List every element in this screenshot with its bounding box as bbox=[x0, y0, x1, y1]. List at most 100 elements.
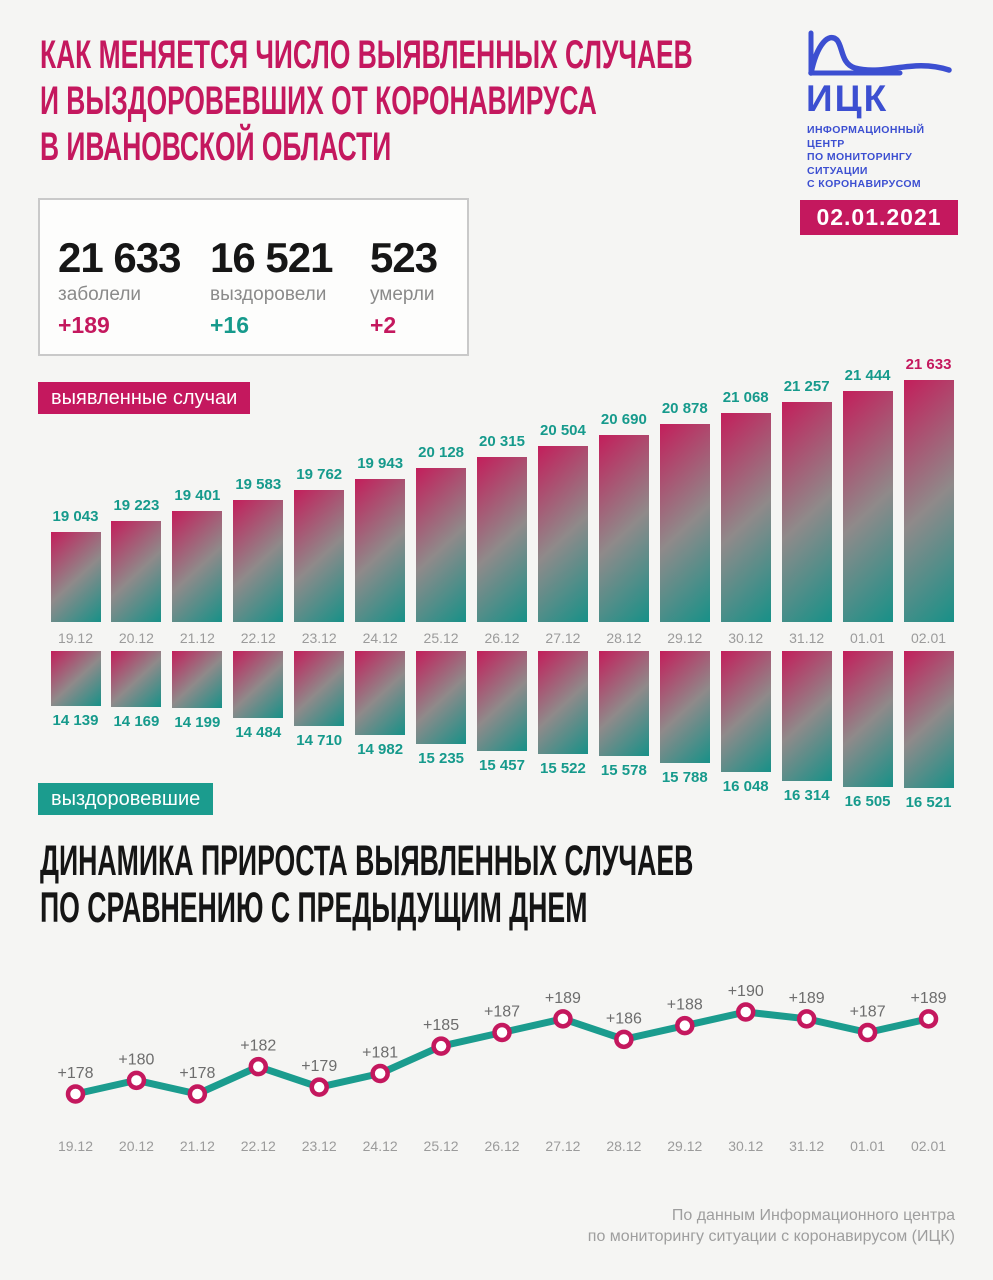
data-point-label: +180 bbox=[118, 1051, 154, 1068]
data-point-label: +187 bbox=[484, 1004, 520, 1021]
detected-bar-value-label: 19 223 bbox=[113, 497, 160, 514]
data-point-label: +189 bbox=[545, 990, 581, 1007]
page-title-line-2: И ВЫЗДОРОВЕВШИХ ОТ КОРОНАВИРУСА bbox=[40, 79, 597, 123]
footer-source: По данным Информационного центра по мони… bbox=[355, 1205, 955, 1247]
recovered-bar bbox=[720, 651, 771, 772]
recovered-bar-value-label: 14 169 bbox=[113, 713, 160, 730]
recovered-bar-value-label: 16 521 bbox=[905, 794, 952, 811]
data-point-marker bbox=[857, 1022, 878, 1043]
recovered-bar-value-label: 14 982 bbox=[357, 741, 404, 758]
detected-bar-value-label: 19 401 bbox=[174, 487, 221, 504]
detected-bar-value-label: 19 583 bbox=[235, 476, 282, 493]
recovered-bar-value-label: 14 199 bbox=[174, 714, 221, 731]
logo-org-line-3: С КОРОНАВИРУСОМ bbox=[807, 178, 922, 190]
page-title: КАК МЕНЯЕТСЯ ЧИСЛО ВЫЯВЛЕННЫХ СЛУЧАЕВ И … bbox=[40, 32, 693, 170]
data-point-marker bbox=[248, 1056, 269, 1077]
detected-bar bbox=[477, 457, 527, 622]
axis-date-label: 21.12 bbox=[179, 630, 215, 646]
recovered-bar-value-label: 14 710 bbox=[296, 732, 343, 749]
axis-date-label: 21.12 bbox=[180, 1138, 215, 1154]
logo-org-line-2: ПО МОНИТОРИНГУ СИТУАЦИИ bbox=[807, 151, 913, 177]
data-point-label: +186 bbox=[606, 1010, 642, 1027]
data-point-marker bbox=[309, 1077, 329, 1097]
data-point-label: +189 bbox=[910, 990, 946, 1007]
recovered-bar bbox=[111, 651, 162, 707]
data-point-marker bbox=[65, 1084, 86, 1104]
stat-deaths-delta: +2 bbox=[370, 312, 397, 338]
stat-deaths-value: 523 bbox=[370, 234, 438, 281]
axis-date-label: 01.01 bbox=[850, 630, 886, 646]
page-title-line-3: В ИВАНОВСКОЙ ОБЛАСТИ bbox=[40, 125, 392, 169]
recovered-bar bbox=[50, 651, 101, 706]
detected-bar bbox=[355, 479, 406, 622]
data-point-label: +181 bbox=[362, 1045, 398, 1062]
recovered-bar-value-label: 14 139 bbox=[52, 712, 99, 729]
axis-date-label: 23.12 bbox=[302, 1138, 337, 1154]
detected-bar bbox=[50, 532, 101, 622]
axis-date-label: 24.12 bbox=[362, 630, 398, 646]
detected-bar-value-label: 20 878 bbox=[661, 400, 708, 417]
detected-bar bbox=[233, 500, 284, 622]
axis-date-label: 20.12 bbox=[119, 1138, 154, 1154]
detected-bar bbox=[416, 468, 467, 622]
data-point-marker bbox=[431, 1036, 451, 1056]
axis-date-label: 02.01 bbox=[911, 1138, 946, 1154]
data-point-label: +190 bbox=[728, 983, 764, 1000]
stat-cases: 21 633 заболели +189 bbox=[58, 236, 181, 339]
data-point-marker bbox=[370, 1063, 390, 1084]
data-point-label: +179 bbox=[301, 1058, 337, 1075]
axis-date-label: 30.12 bbox=[728, 630, 764, 646]
stat-recovered-label: выздоровели bbox=[210, 284, 327, 305]
axis-date-label: 26.12 bbox=[484, 1138, 519, 1154]
data-point-marker bbox=[614, 1029, 634, 1050]
data-point-marker bbox=[918, 1009, 939, 1029]
footer-source-line-1: По данным Информационного центра bbox=[671, 1207, 955, 1224]
daily-increase-line-chart: +178 19.12 +180 20.12 +178 21.12 +182 22.12 +179… bbox=[57, 983, 946, 1154]
recovered-bar bbox=[903, 651, 954, 788]
axis-date-label: 31.12 bbox=[789, 630, 825, 646]
logo-org-line-1: ИНФОРМАЦИОННЫЙ ЦЕНТР bbox=[807, 124, 925, 150]
axis-date-label: 22.12 bbox=[240, 630, 276, 646]
detected-bar bbox=[172, 511, 223, 622]
axis-date-label: 28.12 bbox=[606, 1138, 641, 1154]
stat-recovered-delta: +16 bbox=[210, 312, 250, 338]
recovered-bar bbox=[355, 651, 406, 735]
axis-date-label: 26.12 bbox=[484, 630, 520, 646]
detected-bar-value-label: 21 257 bbox=[783, 378, 830, 395]
detected-bar bbox=[111, 521, 162, 622]
detected-bar-value-label: 19 043 bbox=[52, 508, 99, 525]
detected-bar-value-label: 21 068 bbox=[722, 389, 769, 406]
axis-date-label: 22.12 bbox=[241, 1138, 276, 1154]
detected-bar-value-label: 21 444 bbox=[844, 367, 891, 384]
detected-bar-value-label: 20 690 bbox=[600, 411, 647, 428]
data-point-label: +189 bbox=[789, 990, 825, 1007]
recovered-bar-value-label: 16 314 bbox=[783, 787, 830, 804]
data-point-marker bbox=[675, 1015, 695, 1036]
axis-date-label: 27.12 bbox=[545, 1138, 580, 1154]
data-point-label: +182 bbox=[240, 1038, 276, 1055]
stat-recovered-value: 16 521 bbox=[210, 234, 333, 281]
data-point-label: +178 bbox=[57, 1065, 93, 1082]
axis-date-label: 19.12 bbox=[58, 1138, 93, 1154]
summary-box: 21 633 заболели +189 16 521 выздоровели … bbox=[38, 198, 469, 356]
data-point-marker bbox=[796, 1009, 817, 1029]
axis-date-label: 02.01 bbox=[910, 630, 947, 646]
recovered-bar-value-label: 15 578 bbox=[600, 762, 647, 779]
detected-bar-value-label: 19 943 bbox=[357, 455, 404, 472]
axis-date-label: 27.12 bbox=[545, 630, 581, 646]
axis-date-label: 31.12 bbox=[789, 1138, 824, 1154]
logo-org-name: ИНФОРМАЦИОННЫЙ ЦЕНТР ПО МОНИТОРИНГУ СИТУ… bbox=[807, 124, 965, 192]
recovered-bar bbox=[172, 651, 223, 708]
detected-bar bbox=[842, 391, 893, 622]
axis-date-label: 29.12 bbox=[667, 1138, 702, 1154]
data-point-label: +185 bbox=[423, 1017, 459, 1034]
detected-bar bbox=[903, 380, 954, 622]
data-point-label: +188 bbox=[667, 997, 703, 1014]
axis-date-label: 19.12 bbox=[57, 630, 94, 646]
detected-bar bbox=[294, 490, 345, 622]
axis-date-label: 28.12 bbox=[606, 630, 642, 646]
axis-date-label: 25.12 bbox=[423, 630, 459, 646]
detected-bar bbox=[537, 446, 588, 622]
recovered-bar bbox=[659, 651, 710, 763]
